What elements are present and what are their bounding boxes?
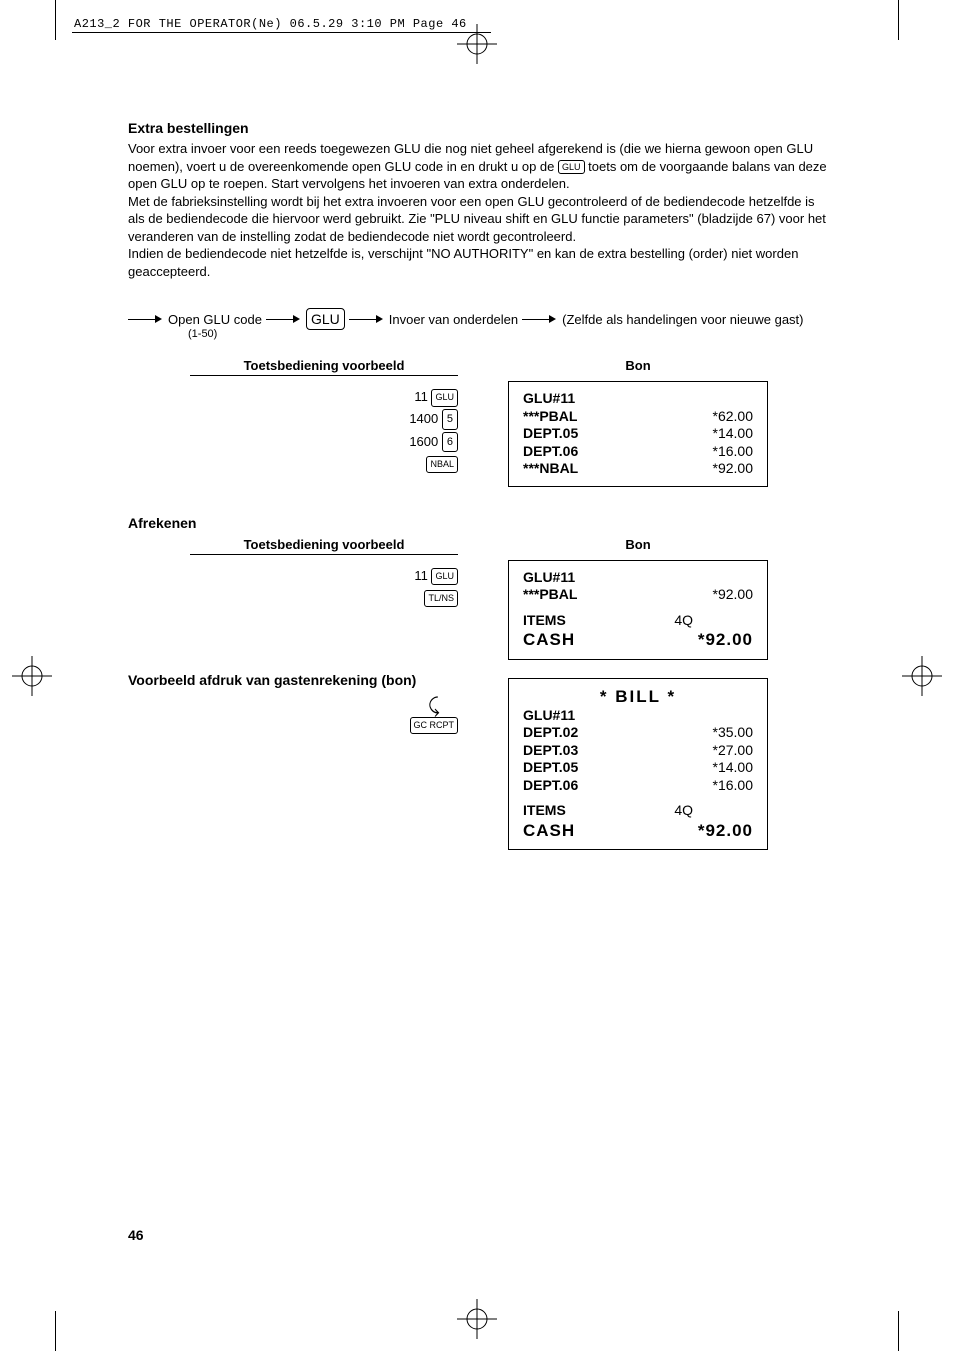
receipt-value: *14.00 bbox=[713, 425, 753, 443]
receipt-value: *16.00 bbox=[713, 443, 753, 461]
section-title: Afrekenen bbox=[128, 515, 828, 531]
receipt-label: DEPT.05 bbox=[523, 425, 578, 443]
example-block: Voorbeeld afdruk van gastenrekening (bon… bbox=[128, 672, 828, 850]
receipt-items-qty: 4Q bbox=[674, 612, 753, 630]
glu-key-inline: GLU bbox=[558, 160, 585, 174]
crop-mark bbox=[898, 0, 899, 40]
column-header: Bon bbox=[508, 358, 768, 375]
receipt: GLU#11 ***PBAL *62.00 DEPT.05 *14.00 DEPT.… bbox=[508, 381, 768, 487]
crop-mark bbox=[55, 1311, 56, 1351]
receipt-cash-label: CASH bbox=[523, 629, 575, 650]
key-sequence: 11 GLU TL/NS bbox=[128, 565, 458, 609]
receipt-cash-label: CASH bbox=[523, 820, 575, 841]
receipt-value: *62.00 bbox=[713, 408, 753, 426]
receipt: * BILL * GLU#11 DEPT.02 *35.00 DEPT.03 *27… bbox=[508, 678, 768, 850]
example-block: Toetsbediening voorbeeld 11 GLU 1400 5 1… bbox=[128, 358, 828, 487]
glu-key: GLU bbox=[306, 308, 345, 330]
receipt-label: ***PBAL bbox=[523, 586, 577, 604]
receipt-label: DEPT.06 bbox=[523, 777, 578, 795]
page-content: Extra bestellingen Voor extra invoer voo… bbox=[128, 120, 828, 850]
receipt-label: ***PBAL bbox=[523, 408, 577, 426]
receipt-value: *35.00 bbox=[713, 724, 753, 742]
receipt-cash-amount: *92.00 bbox=[698, 820, 753, 841]
key-button: 5 bbox=[442, 409, 458, 430]
column-header: Toetsbediening voorbeeld bbox=[190, 537, 458, 555]
section-title: Extra bestellingen bbox=[128, 120, 828, 136]
receipt-label: ***NBAL bbox=[523, 460, 578, 478]
key-sequence: 11 GLU 1400 5 1600 6 NBAL bbox=[128, 386, 458, 474]
key-button: GLU bbox=[431, 568, 458, 585]
registration-mark-icon bbox=[457, 24, 497, 64]
section-title: Voorbeeld afdruk van gastenrekening (bon… bbox=[128, 672, 458, 688]
key-button: TL/NS bbox=[424, 590, 458, 607]
key-button: GLU bbox=[431, 389, 458, 406]
flow-step-sublabel: (1-50) bbox=[188, 328, 828, 340]
column-header: Bon bbox=[508, 537, 768, 554]
receipt-value: *92.00 bbox=[713, 586, 753, 604]
body-paragraph: Met de fabrieksinstelling wordt bij het … bbox=[128, 193, 828, 246]
column-header: Toetsbediening voorbeeld bbox=[190, 358, 458, 376]
receipt: GLU#11 ***PBAL *92.00 ITEMS 4Q CASH *92.00 bbox=[508, 560, 768, 660]
receipt-items-label: ITEMS bbox=[523, 802, 566, 820]
print-header-strip: A213_2 FOR THE OPERATOR(Ne) 06.5.29 3:10… bbox=[72, 16, 491, 33]
arrow-icon bbox=[349, 314, 385, 324]
key-button: NBAL bbox=[426, 456, 458, 473]
key-button: GC RCPT bbox=[410, 717, 459, 734]
body-paragraph: Voor extra invoer voor een reeds toegewe… bbox=[128, 140, 828, 193]
arrow-down-icon: ⤹ bbox=[410, 698, 459, 714]
example-block: Toetsbediening voorbeeld 11 GLU TL/NS Bo… bbox=[128, 537, 828, 660]
receipt-value: *27.00 bbox=[713, 742, 753, 760]
receipt-value: *16.00 bbox=[713, 777, 753, 795]
crop-mark bbox=[898, 1311, 899, 1351]
page-number: 46 bbox=[128, 1227, 144, 1243]
arrow-icon bbox=[266, 314, 302, 324]
receipt-value: *92.00 bbox=[713, 460, 753, 478]
arrow-icon bbox=[128, 314, 164, 324]
key-sequence: ⤹ GC RCPT bbox=[128, 698, 458, 736]
receipt-label: DEPT.02 bbox=[523, 724, 578, 742]
registration-mark-icon bbox=[457, 1299, 497, 1339]
flow-step-label: Open GLU code bbox=[168, 312, 262, 327]
receipt-cash-amount: *92.00 bbox=[698, 629, 753, 650]
receipt-label: GLU#11 bbox=[523, 707, 575, 725]
receipt-items-label: ITEMS bbox=[523, 612, 566, 630]
key-num: 11 bbox=[414, 568, 428, 583]
crop-mark bbox=[55, 0, 56, 40]
body-paragraph: Indien de bediendecode niet hetzelfde is… bbox=[128, 245, 828, 280]
receipt-label: DEPT.03 bbox=[523, 742, 578, 760]
receipt-value: *14.00 bbox=[713, 759, 753, 777]
receipt-label: GLU#11 bbox=[523, 390, 575, 408]
flow-step-label: (Zelfde als handelingen voor nieuwe gast… bbox=[562, 312, 803, 327]
key-num: 1600 bbox=[409, 434, 438, 449]
receipt-label: DEPT.06 bbox=[523, 443, 578, 461]
flow-diagram: Open GLU code GLU Invoer van onderdelen … bbox=[128, 308, 828, 330]
registration-mark-icon bbox=[902, 656, 942, 696]
key-button: 6 bbox=[442, 432, 458, 453]
flow-step-label: Invoer van onderdelen bbox=[389, 312, 518, 327]
receipt-label: GLU#11 bbox=[523, 569, 575, 587]
receipt-items-qty: 4Q bbox=[674, 802, 753, 820]
key-num: 11 bbox=[414, 389, 428, 404]
receipt-bill-title: * BILL * bbox=[523, 687, 753, 707]
key-num: 1400 bbox=[409, 411, 438, 426]
receipt-label: DEPT.05 bbox=[523, 759, 578, 777]
arrow-icon bbox=[522, 314, 558, 324]
registration-mark-icon bbox=[12, 656, 52, 696]
